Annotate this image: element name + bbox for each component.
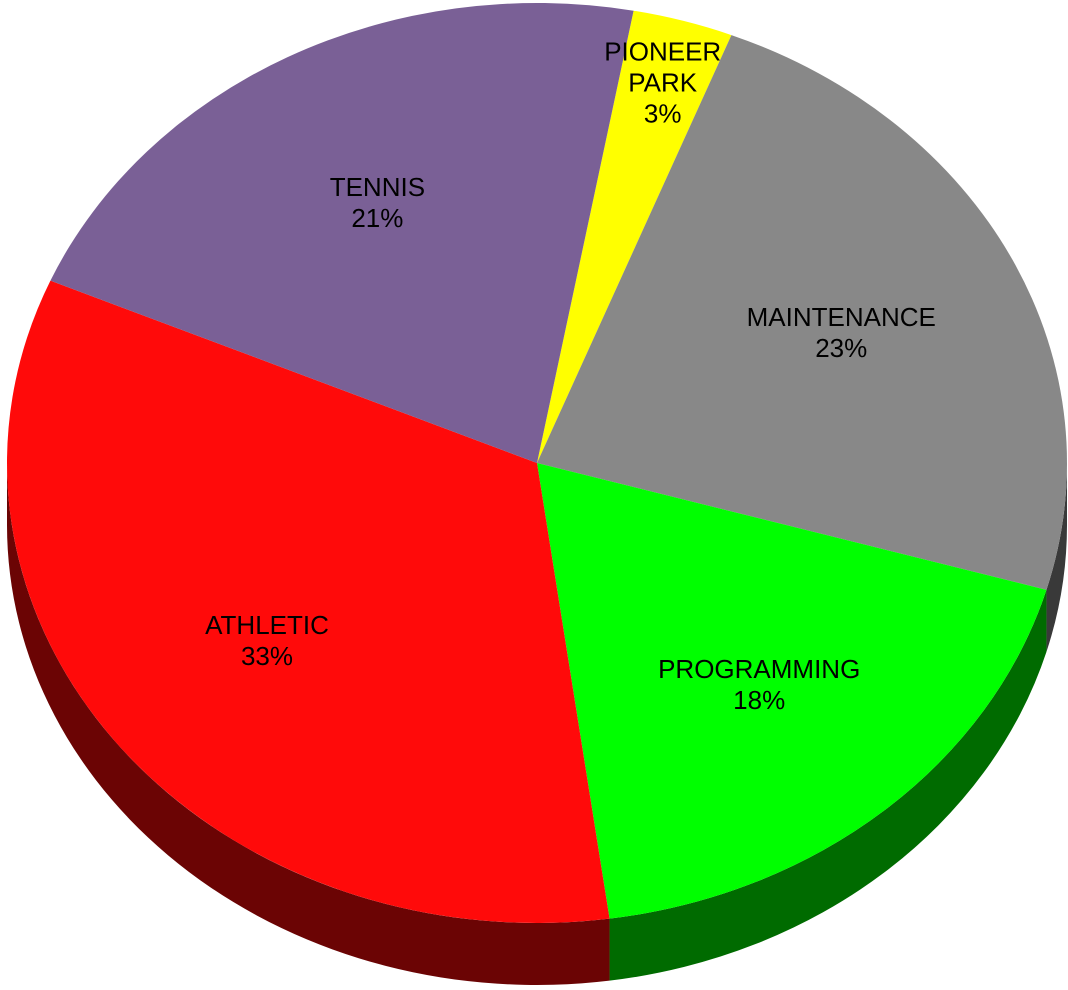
slice-side [1046, 463, 1067, 652]
slice [7, 280, 610, 923]
slice [537, 35, 1067, 590]
slice-side [7, 463, 610, 985]
category-label: ATHLETIC [205, 610, 329, 641]
category-label: PIONEER PARK [604, 36, 722, 98]
category-label: TENNIS [329, 172, 426, 203]
value-label: 3% [643, 98, 682, 129]
value-label: 33% [240, 641, 294, 672]
value-label: 21% [351, 203, 404, 234]
category-label: PROGRAMMING [658, 654, 861, 685]
data-label: PIONEER PARK 3% [604, 36, 721, 129]
data-label: TENNIS 21% [330, 172, 425, 234]
data-label: ATHLETIC 33% [205, 610, 329, 672]
slice [537, 463, 1047, 919]
category-label: MAINTENANCE [746, 301, 936, 332]
data-label: PROGRAMMING 18% [658, 654, 860, 716]
value-label: 23% [815, 332, 868, 363]
slice-side [609, 589, 1047, 981]
slice [50, 2, 634, 464]
slice [537, 10, 732, 464]
data-label: MAINTENANCE 23% [747, 302, 936, 364]
value-label: 18% [733, 685, 786, 716]
